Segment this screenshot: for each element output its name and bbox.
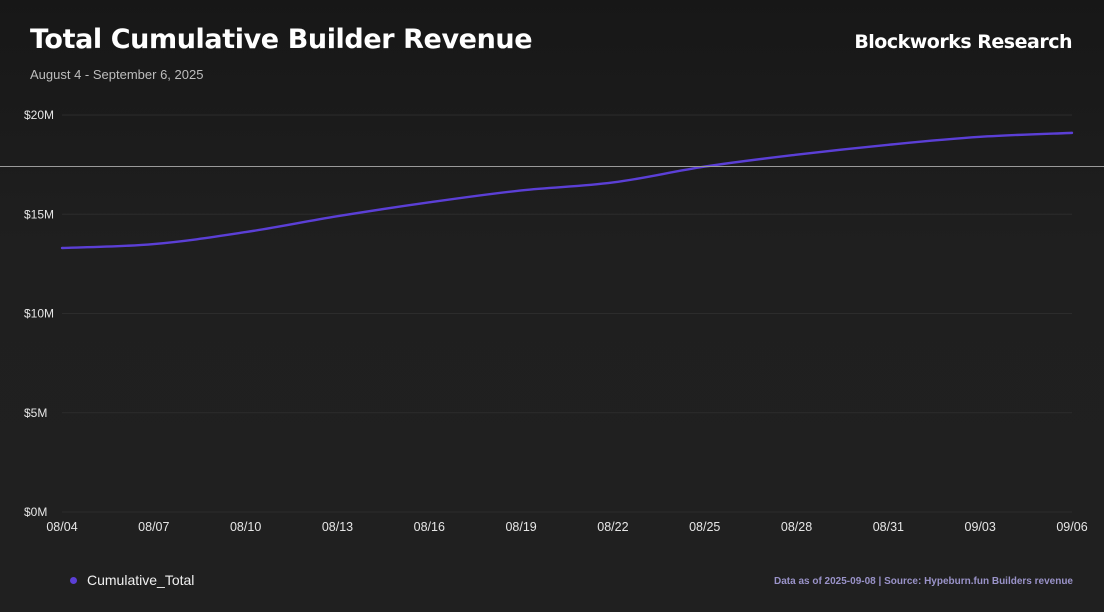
data-point [244,230,248,234]
data-point [611,180,615,184]
data-point [519,188,523,192]
data-point [1070,131,1074,135]
y-tick-label: $20M [24,108,54,122]
chart-subtitle: August 4 - September 6, 2025 [30,67,204,82]
brand-logo: Blockworks Research [854,31,1072,53]
data-point [795,153,799,157]
data-point [427,200,431,204]
legend-marker-icon [70,576,77,584]
x-tick-label: 09/06 [1056,520,1087,534]
legend-label: Cumulative_Total [87,572,195,588]
x-tick-label: 08/07 [138,520,169,534]
x-tick-label: 09/03 [965,520,996,534]
x-tick-label: 08/19 [505,520,536,534]
x-tick-label: 08/22 [597,520,628,534]
y-tick-label: $5M [24,406,47,420]
legend[interactable]: Cumulative_Total [70,572,194,588]
y-tick-label: $10M [24,307,54,321]
x-tick-label: 08/13 [322,520,353,534]
chart-title: Total Cumulative Builder Revenue [30,24,533,55]
x-tick-label: 08/04 [46,520,77,534]
x-tick-label: 08/28 [781,520,812,534]
hover-crosshair [0,166,1104,167]
x-tick-label: 08/10 [230,520,261,534]
x-tick-label: 08/25 [689,520,720,534]
x-tick-label: 08/16 [414,520,445,534]
y-tick-label: $15M [24,207,54,221]
data-point [152,242,156,246]
data-point [335,214,339,218]
data-point [978,135,982,139]
series-line-cumulative-total [60,131,1074,250]
x-tick-label: 08/31 [873,520,904,534]
data-point [886,143,890,147]
y-tick-label: $0M [24,505,47,519]
data-point [60,246,64,250]
source-note: Data as of 2025-09-08 | Source: Hypeburn… [773,576,1073,587]
